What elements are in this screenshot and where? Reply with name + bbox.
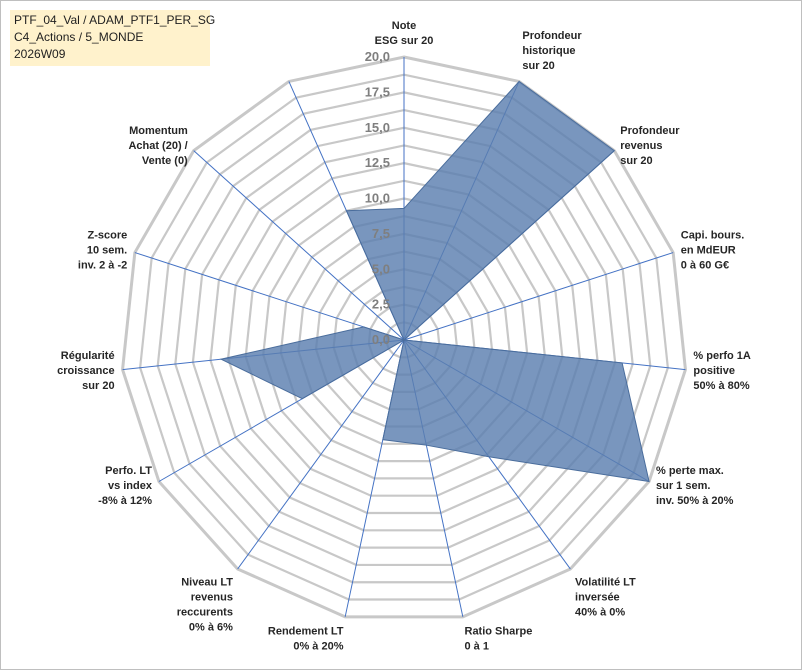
axis-label-line: sur 20 [620,155,652,167]
axis-label-line: Niveau LT [181,576,233,588]
axis-label-line: Vente (0) [142,155,188,167]
axis-label-line: croissance [57,365,114,377]
grid-ring [262,197,546,480]
axis-label-line: Profondeur [620,125,680,137]
series-area-layer [219,80,650,483]
title-line-category: C4_Actions / 5_MONDE [14,30,144,44]
axis-label: Niveau LT revenus reccurents 0% à 6% [177,576,234,633]
axis-label-line: Achat (20) / [128,140,187,152]
grid-ring [226,162,582,515]
axis-label-line: inv. 50% à 20% [656,495,734,507]
tick-layer: 0,0 2,5 5,0 7,5 10,0 12,5 15,0 17,5 20,0 [365,49,390,347]
grid-ring [156,91,652,584]
axis-label-line: Perfo. LT [105,465,152,477]
axis-label-line: Régularité [61,350,115,362]
title-line-portfolio: PTF_04_Val / ADAM_PTF1_PER_SG [14,13,216,27]
tick-label: 7,5 [372,226,390,241]
axis-label-line: % perfo 1A [693,350,751,362]
axis-label-line: revenus [620,140,662,152]
grid-ring [297,232,511,445]
axis-label-line: 50% à 80% [693,380,749,392]
axis-spoke [403,252,674,341]
axis-label: Régularité croissance sur 20 [57,350,114,392]
tick-label: 17,5 [365,84,390,99]
axis-label: Volatilité LT inversée 40% à 0% [575,576,636,618]
tick-label: 2,5 [372,297,390,312]
tick-label: 0,0 [372,332,390,347]
axis-label-line: sur 1 sem. [656,480,710,492]
axis-spoke [193,150,405,341]
axis-label: Momentum Achat (20) / Vente (0) [128,125,188,167]
axis-label-layer: Note ESG sur 20 Profondeur historique sur 20… [57,20,751,653]
axis-label: Profondeur historique sur 20 [522,30,582,72]
axis-label-line: 0 à 60 G€ [681,260,729,272]
axis-label-line: 10 sem. [87,245,127,257]
axis-label-line: historique [522,45,575,57]
axis-label-line: ESG sur 20 [375,35,434,47]
axis-label-line: inv. 2 à -2 [78,260,127,272]
grid-ring [209,144,599,532]
grid-ring [174,108,634,567]
axis-label-line: Momentum [129,125,188,137]
axis-label-line: sur 20 [82,380,114,392]
tick-label: 10,0 [365,191,390,206]
tick-label: 12,5 [365,155,390,170]
tick-label: 5,0 [372,261,390,276]
axis-label: Perfo. LT vs index -8% à 12% [98,465,153,507]
axis-label: % perfo 1A positive 50% à 80% [693,350,751,392]
series-area [219,80,650,483]
axis-label-line: revenus [191,591,233,603]
grid-ring [244,179,564,497]
axis-label-line: Capi. bours. [681,230,745,242]
axis-label-line: 0 à 1 [465,641,489,653]
axis-label: Capi. bours. en MdEUR 0 à 60 G€ [681,230,745,272]
chart-title-box: PTF_04_Val / ADAM_PTF1_PER_SG C4_Actions… [10,10,216,66]
axis-label-line: 0% à 6% [189,621,233,633]
axis-label-line: Volatilité LT [575,576,636,588]
tick-label: 15,0 [365,120,390,135]
axis-label-line: inversée [575,591,620,603]
axis-label: Z-score 10 sem. inv. 2 à -2 [78,230,127,272]
axis-label-line: Z-score [87,230,127,242]
axis-label-line: reccurents [177,606,233,618]
axis-label: Ratio Sharpe 0 à 1 [465,626,533,653]
axis-label-line: % perte max. [656,465,724,477]
axis-label-line: positive [693,365,735,377]
axis-label-line: en MdEUR [681,245,736,257]
axis-label-line: Note [392,20,416,32]
grid-ring [121,55,687,619]
axis-spoke [237,339,405,570]
axis-label: Rendement LT 0% à 20% [268,626,344,653]
title-line-week: 2026W09 [14,47,66,61]
axis-label-line: 40% à 0% [575,606,625,618]
axis-label-line: sur 20 [522,60,554,72]
axis-label-line: -8% à 12% [98,495,152,507]
axis-label: Note ESG sur 20 [375,20,434,47]
grid-ring [191,126,617,549]
tick-label: 20,0 [365,49,390,64]
axis-spoke [134,252,405,341]
grid-ring [279,215,529,463]
axis-label-line: 0% à 20% [293,641,343,653]
grid-ring [139,73,669,601]
axis-label-line: Profondeur [522,30,582,42]
axis-label-line: vs index [108,480,153,492]
grid-layer [121,55,687,619]
axis-label: Profondeur revenus sur 20 [620,125,680,167]
axis-label-line: Ratio Sharpe [465,626,533,638]
axis-label-line: Rendement LT [268,626,344,638]
axis-label: % perte max. sur 1 sem. inv. 50% à 20% [656,465,734,507]
